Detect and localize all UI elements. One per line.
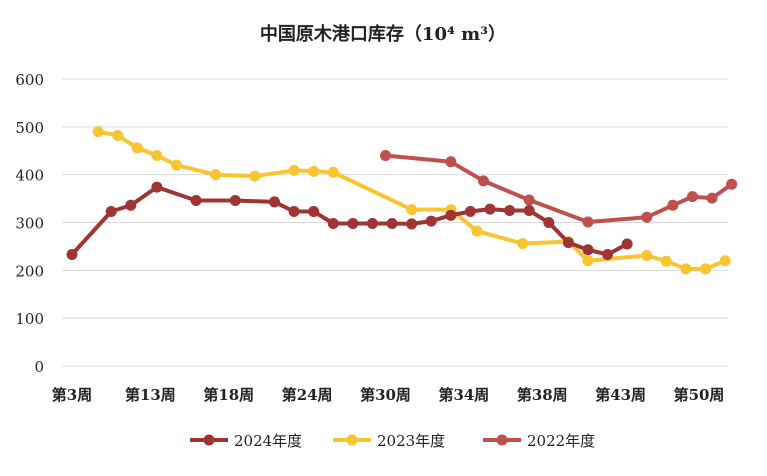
legend-swatch-marker — [346, 434, 358, 446]
data-point — [667, 199, 679, 211]
data-point — [380, 150, 391, 162]
y-tick-label: 0 — [34, 358, 44, 376]
y-tick-label: 200 — [15, 262, 44, 280]
data-point — [700, 263, 712, 275]
grid-lines — [62, 78, 728, 367]
data-point — [582, 255, 594, 267]
legend-item: 2023年度 — [333, 432, 445, 450]
x-tick-label: 第24周 — [282, 386, 333, 404]
x-tick-label: 第43周 — [595, 386, 646, 404]
data-point — [347, 217, 359, 229]
data-point — [190, 194, 202, 206]
data-point — [151, 181, 163, 193]
data-point — [131, 142, 143, 154]
x-tick-label: 第30周 — [360, 386, 411, 404]
data-point — [308, 165, 320, 177]
legend-item: 2022年度 — [483, 432, 595, 450]
data-point — [112, 129, 124, 141]
legend: 2024年度 2023年度 2022年度 — [190, 432, 595, 450]
data-point — [582, 216, 594, 228]
data-point — [641, 250, 653, 262]
data-point — [641, 211, 653, 223]
series-line — [383, 153, 734, 224]
series-2023年度 — [92, 126, 731, 275]
data-point — [686, 191, 698, 203]
data-point — [288, 164, 300, 176]
data-point — [726, 178, 738, 190]
data-point — [249, 170, 261, 182]
y-tick-label: 400 — [15, 167, 44, 185]
data-point — [105, 205, 117, 217]
y-tick-label: 100 — [15, 310, 44, 328]
data-point — [523, 194, 535, 206]
x-tick-label: 第34周 — [438, 386, 489, 404]
data-point — [719, 255, 731, 267]
chart-title: 中国原木港口库存（10⁴ m³） — [260, 23, 506, 45]
data-point — [268, 196, 280, 208]
data-point — [327, 217, 339, 229]
legend-swatch-marker — [496, 434, 508, 446]
data-point — [386, 217, 398, 229]
data-point — [621, 238, 633, 250]
legend-label: 2022年度 — [527, 432, 595, 450]
data-point — [425, 215, 437, 227]
data-point — [471, 225, 483, 237]
x-tick-label: 第38周 — [517, 386, 568, 404]
data-point — [523, 205, 535, 217]
data-point — [464, 205, 476, 217]
legend-label: 2024年度 — [234, 432, 302, 450]
data-point — [151, 150, 163, 162]
series-2024年度 — [66, 181, 633, 261]
x-tick-label: 第50周 — [674, 386, 725, 404]
legend-item: 2024年度 — [190, 432, 302, 450]
data-point — [562, 237, 574, 249]
y-tick-label: 500 — [15, 119, 44, 137]
x-tick-label: 第18周 — [203, 386, 254, 404]
data-point — [706, 192, 718, 204]
data-point — [308, 205, 320, 217]
x-tick-label: 第3周 — [52, 386, 92, 404]
legend-label: 2023年度 — [377, 432, 445, 450]
series-2022年度 — [380, 150, 738, 228]
data-point — [543, 217, 555, 228]
data-point — [582, 244, 594, 256]
y-tick-label: 300 — [15, 215, 44, 233]
data-point — [445, 156, 457, 168]
data-point — [366, 217, 378, 229]
data-point — [406, 218, 418, 230]
data-point — [210, 169, 222, 181]
data-point — [477, 175, 489, 187]
data-point — [92, 126, 104, 138]
data-point — [327, 166, 339, 178]
data-point — [171, 159, 182, 171]
data-point — [484, 203, 496, 215]
data-point — [229, 194, 241, 206]
x-tick-label: 第13周 — [125, 386, 176, 404]
data-point — [125, 199, 137, 211]
x-axis-tick-labels: 第3周 第13周 第18周 第24周 第30周 第34周 第38周 第43周 第50周 — [52, 386, 725, 404]
y-tick-label: 600 — [15, 71, 44, 89]
data-point — [517, 238, 529, 250]
data-point — [406, 204, 418, 216]
data-point — [680, 263, 692, 275]
data-point — [66, 249, 78, 261]
y-axis-tick-labels: 0 100 200 300 400 500 600 — [15, 71, 44, 376]
data-point — [288, 205, 300, 217]
series-layer — [66, 126, 738, 275]
data-point — [602, 249, 614, 261]
data-point — [504, 205, 516, 217]
data-point — [445, 209, 457, 221]
data-point — [660, 255, 672, 267]
legend-swatch-marker — [203, 434, 215, 446]
